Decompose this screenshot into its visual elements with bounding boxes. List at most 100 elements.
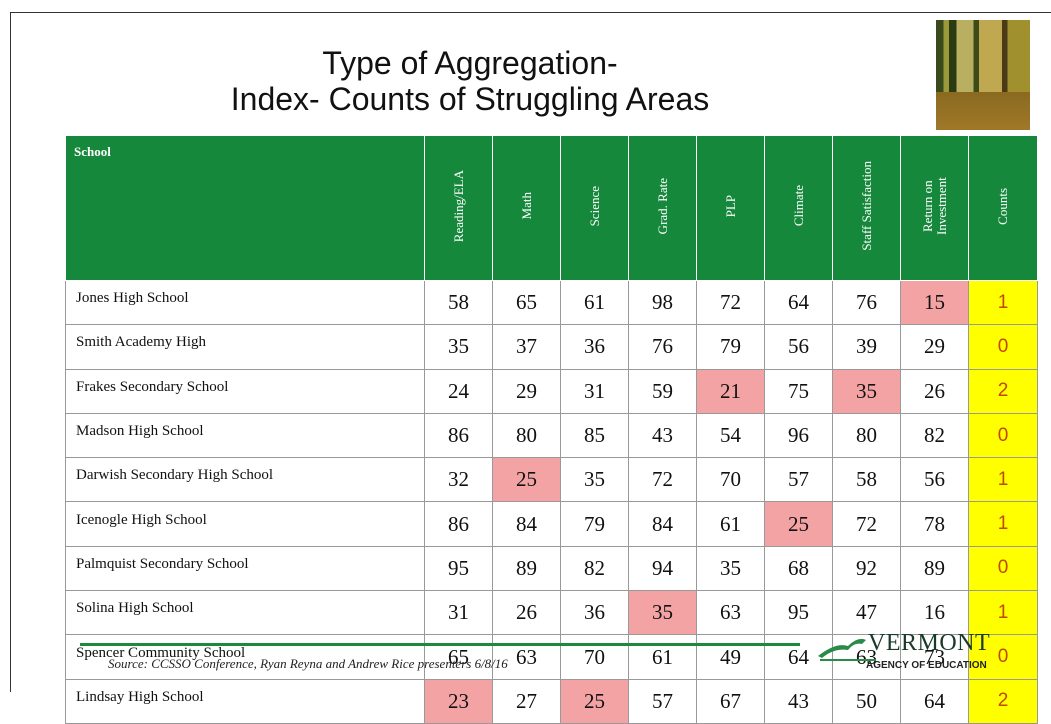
- column-header: Grad. Rate: [628, 135, 697, 281]
- table-row: Jones High School 58 65 61 98 72 64 76 15 1: [65, 279, 1038, 326]
- score-cell: 96: [764, 412, 833, 459]
- column-header: School: [65, 135, 425, 281]
- score-cell: 31: [424, 590, 493, 636]
- score-cell: 36: [560, 590, 629, 636]
- score-cell: 95: [764, 590, 833, 636]
- score-cell: 65: [424, 634, 493, 680]
- score-cell: 25: [560, 678, 629, 724]
- school-name: Spencer Community School: [65, 634, 425, 680]
- score-cell: 35: [560, 457, 629, 503]
- score-cell: 35: [696, 545, 765, 592]
- score-cell: 64: [900, 678, 969, 724]
- score-cell: 37: [492, 324, 561, 370]
- score-cell: 78: [900, 501, 969, 547]
- school-name: Jones High School: [65, 279, 425, 326]
- table-row: Madson High School 86 80 85 43 54 96 80 82 0: [65, 412, 1038, 459]
- score-cell: 80: [832, 412, 901, 459]
- school-name: Frakes Secondary School: [65, 368, 425, 414]
- score-cell: 43: [764, 678, 833, 724]
- column-header-text: Science: [586, 185, 602, 227]
- score-cell: 29: [492, 368, 561, 414]
- column-header: Climate: [764, 135, 833, 281]
- score-cell: 82: [900, 412, 969, 459]
- count-cell: 1: [968, 279, 1038, 326]
- score-cell: 32: [424, 457, 493, 503]
- score-cell: 70: [696, 457, 765, 503]
- score-cell: 35: [832, 368, 901, 414]
- score-cell: 92: [832, 545, 901, 592]
- title-line: Index- Counts of Struggling Areas: [230, 81, 710, 117]
- table-row: Darwish Secondary High School 32 25 35 72 70 5…: [65, 457, 1038, 503]
- score-cell: 84: [628, 501, 697, 547]
- score-cell: 86: [424, 412, 493, 459]
- score-cell: 89: [492, 545, 561, 592]
- score-cell: 43: [628, 412, 697, 459]
- score-cell: 84: [492, 501, 561, 547]
- score-cell: 57: [764, 457, 833, 503]
- footer-rule: [80, 643, 800, 646]
- score-cell: 72: [696, 279, 765, 326]
- column-header: Return on Investment: [900, 135, 969, 281]
- column-header-text: PLP: [722, 194, 738, 218]
- score-cell: 94: [628, 545, 697, 592]
- column-header: Reading/ELA: [424, 135, 493, 281]
- count-cell: 0: [968, 634, 1038, 680]
- score-cell: 56: [764, 324, 833, 370]
- score-cell: 61: [628, 634, 697, 680]
- column-header: Staff Satisfaction: [832, 135, 901, 281]
- column-header-text: Staff Satisfaction: [858, 161, 874, 251]
- score-cell: 26: [900, 368, 969, 414]
- score-cell: 63: [492, 634, 561, 680]
- score-cell: 89: [900, 545, 969, 592]
- score-cell: 24: [424, 368, 493, 414]
- score-cell: 36: [560, 324, 629, 370]
- score-cell: 49: [696, 634, 765, 680]
- score-cell: 25: [492, 457, 561, 503]
- score-cell: 15: [900, 279, 969, 326]
- table-row: Spencer Community School 65 63 70 61 49 64 63 73…: [65, 634, 1038, 680]
- score-cell: 82: [560, 545, 629, 592]
- score-cell: 64: [764, 279, 833, 326]
- count-cell: 0: [968, 324, 1038, 370]
- table-row: Palmquist Secondary School 95 89 82 94 35 68 92…: [65, 545, 1038, 592]
- school-name: Icenogle High School: [65, 501, 425, 547]
- score-cell: 25: [764, 501, 833, 547]
- score-cell: 63: [696, 590, 765, 636]
- score-cell: 85: [560, 412, 629, 459]
- score-cell: 65: [492, 279, 561, 326]
- score-cell: 23: [424, 678, 493, 724]
- score-cell: 76: [832, 279, 901, 326]
- score-cell: 86: [424, 501, 493, 547]
- column-header-text: Grad. Rate: [654, 177, 670, 235]
- count-cell: 2: [968, 368, 1038, 414]
- score-cell: 16: [900, 590, 969, 636]
- score-cell: 67: [696, 678, 765, 724]
- score-cell: 72: [628, 457, 697, 503]
- column-header-text: Reading/ELA: [450, 169, 466, 243]
- score-cell: 35: [628, 590, 697, 636]
- score-cell: 47: [832, 590, 901, 636]
- score-cell: 27: [492, 678, 561, 724]
- score-cell: 59: [628, 368, 697, 414]
- count-cell: 0: [968, 412, 1038, 459]
- score-cell: 80: [492, 412, 561, 459]
- score-cell: 50: [832, 678, 901, 724]
- score-cell: 58: [424, 279, 493, 326]
- count-cell: 2: [968, 678, 1038, 724]
- table-row: Solina High School 31 26 36 35 63 95 47 16 1: [65, 590, 1038, 636]
- data-table: School Reading/ELA Math Science Grad. Rate PL…: [65, 135, 1038, 724]
- count-cell: 1: [968, 590, 1038, 636]
- forest-photo: [936, 20, 1030, 130]
- page: Type of Aggregation- Index- Counts of St…: [10, 12, 1051, 724]
- score-cell: 29: [900, 324, 969, 370]
- score-cell: 98: [628, 279, 697, 326]
- score-cell: 31: [560, 368, 629, 414]
- score-cell: 57: [628, 678, 697, 724]
- school-name: Solina High School: [65, 590, 425, 636]
- score-cell: 39: [832, 324, 901, 370]
- score-cell: 68: [764, 545, 833, 592]
- column-header-text: Math: [518, 192, 534, 220]
- score-cell: 70: [560, 634, 629, 680]
- score-cell: 75: [764, 368, 833, 414]
- table-row: Frakes Secondary School 24 29 31 59 21 75 35 26 2: [65, 368, 1038, 414]
